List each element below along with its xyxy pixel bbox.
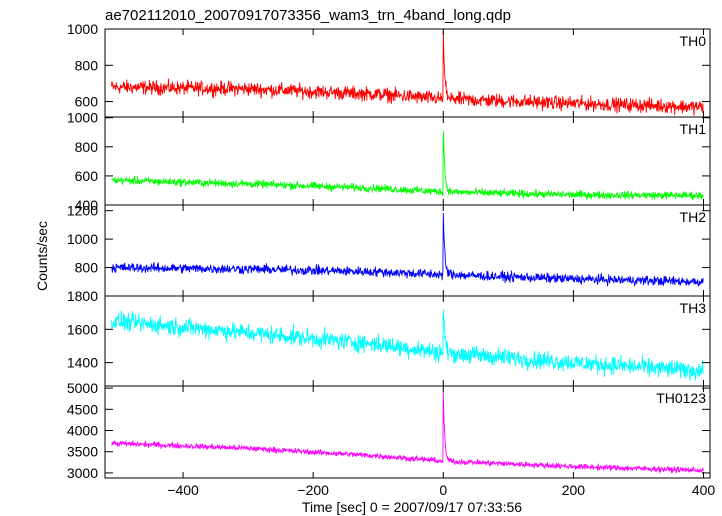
series-line-th2 — [111, 212, 704, 287]
x-tick-label: 200 — [562, 482, 586, 498]
series-line-th1 — [111, 130, 704, 201]
y-tick-label: 3000 — [67, 465, 98, 481]
panel-th2: 800 1000 1200 TH2 — [67, 203, 711, 297]
y-tick-label: 800 — [75, 260, 99, 276]
y-tick-label: 1000 — [67, 231, 98, 247]
x-axis-ticks: −400 −200 0 200 400 — [167, 482, 715, 498]
panel-th3: 1400 1600 1800 TH3 — [67, 288, 711, 387]
y-tick-label: 1600 — [67, 321, 98, 337]
panel-th1: 400 600 800 1000 TH1 — [67, 110, 711, 213]
y-tick-label: 600 — [75, 94, 99, 110]
panel-label-th2: TH2 — [680, 209, 707, 225]
y-tick-label: 1400 — [67, 355, 98, 371]
y-tick-label: 1200 — [67, 203, 98, 219]
y-tick-label: 800 — [75, 57, 99, 73]
panel-label-th0: TH0 — [680, 33, 707, 49]
panel-label-th0123: TH0123 — [656, 390, 706, 406]
y-tick-label: 4500 — [67, 401, 98, 417]
y-tick-label: 800 — [75, 139, 99, 155]
panel-frame — [104, 204, 711, 297]
y-tick-label: 1000 — [67, 21, 98, 37]
series-line-th0 — [111, 30, 704, 116]
x-tick-label: 400 — [692, 482, 716, 498]
panel-label-th3: TH3 — [680, 300, 707, 316]
panel-frame — [104, 295, 711, 387]
series-line-th3 — [111, 309, 704, 381]
x-tick-label: 0 — [439, 482, 447, 498]
x-tick-label: −400 — [167, 482, 199, 498]
panel-th0: 600 800 1000 TH0 — [67, 21, 711, 118]
x-tick-label: −200 — [297, 482, 329, 498]
y-tick-label: 5000 — [67, 380, 98, 396]
panel-th0123: 3000 3500 4000 4500 5000 TH0123 — [67, 380, 711, 481]
chart-title: ae702112010_20070917073356_wam3_trn_4ban… — [105, 7, 511, 24]
panel-label-th1: TH1 — [680, 121, 707, 137]
y-tick-label: 4000 — [67, 423, 98, 439]
x-axis-label: Time [sec] 0 = 2007/09/17 07:33:56 — [302, 499, 522, 515]
series-line-th0123 — [111, 391, 704, 474]
panel-frame — [104, 385, 711, 479]
y-tick-label: 1800 — [67, 288, 98, 304]
panel-frame — [104, 28, 711, 118]
y-axis-label: Counts/sec — [34, 221, 50, 291]
y-tick-label: 600 — [75, 168, 99, 184]
y-tick-label: 400 — [75, 197, 99, 213]
panels: 600 800 1000 TH0 400 600 800 1000 TH1 800 1000 1200… — [67, 21, 711, 481]
y-tick-label: 3500 — [67, 444, 98, 460]
y-tick-label: 1000 — [67, 110, 98, 126]
